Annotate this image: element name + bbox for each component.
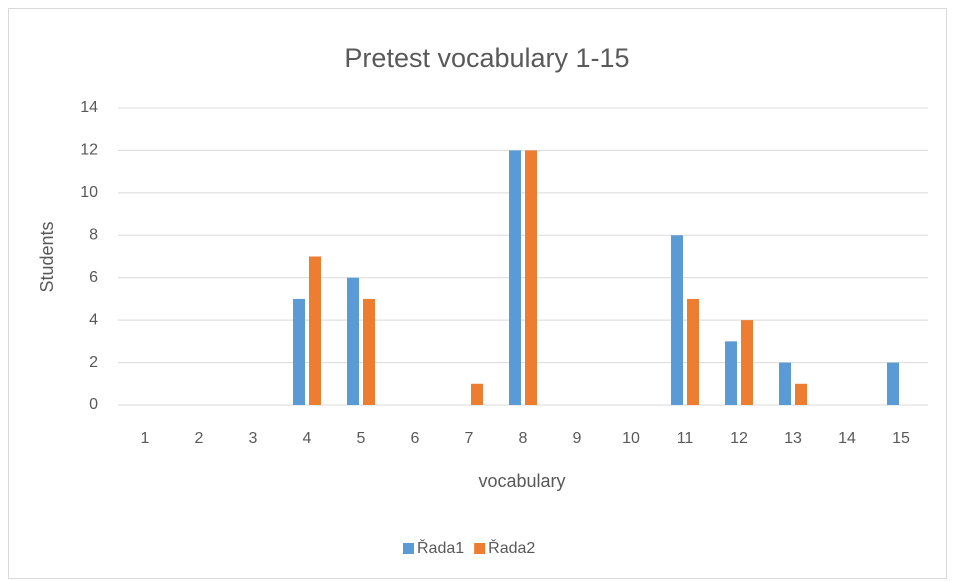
legend-label: Řada1 [417,538,464,557]
y-axis-label: Students [37,221,57,292]
x-tick-label: 2 [195,430,204,447]
x-tick-label: 13 [784,430,802,447]
y-tick-label: 6 [89,269,98,286]
y-tick-label: 8 [89,227,98,244]
x-tick-label: 10 [622,430,640,447]
bar [887,362,899,405]
bar [347,277,359,405]
y-tick-label: 10 [80,184,98,201]
y-tick-label: 4 [89,311,98,328]
x-tick-label: 7 [465,430,474,447]
chart-border [8,8,947,579]
x-tick-label: 11 [677,430,694,447]
bar [795,383,807,405]
x-tick-label: 8 [519,430,528,447]
chart-title: Pretest vocabulary 1-15 [344,43,629,73]
bar [741,320,753,405]
x-tick-label: 14 [838,430,856,447]
bar [687,298,699,405]
y-tick-label: 14 [80,99,98,116]
bar [471,383,483,405]
bar [671,235,683,405]
x-tick-label: 5 [357,430,366,447]
x-tick-label: 15 [892,430,910,447]
legend-swatch [403,543,414,554]
x-tick-label: 4 [303,430,312,447]
x-axis-label: vocabulary [478,471,565,491]
x-tick-label: 3 [249,430,258,447]
x-tick-label: 9 [573,430,582,447]
y-tick-label: 0 [89,396,98,413]
bar [725,341,737,405]
x-tick-label: 1 [141,430,150,447]
y-tick-label: 2 [89,354,98,371]
bar [525,150,537,405]
bar [509,150,521,405]
legend-label: Řada2 [488,538,535,557]
bar [363,298,375,405]
legend-swatch [474,543,486,554]
x-tick-label: 12 [730,430,748,447]
y-tick-label: 12 [80,142,98,159]
x-tick-label: 6 [411,430,420,447]
bar [779,362,791,405]
bar [309,256,321,405]
bar [293,298,305,405]
